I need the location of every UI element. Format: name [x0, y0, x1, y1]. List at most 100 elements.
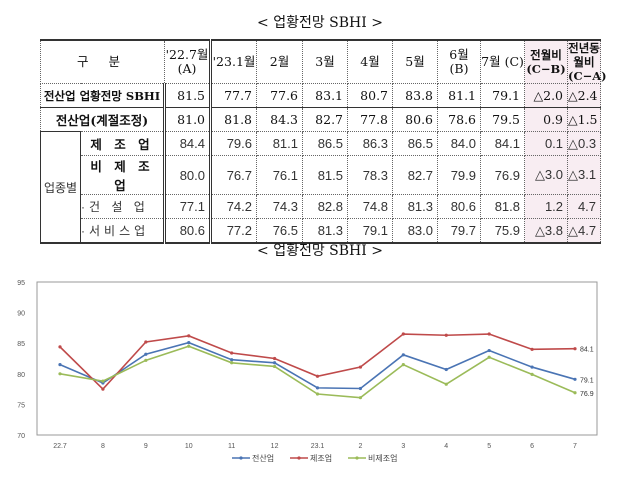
cell-value: △0.3 — [567, 131, 602, 156]
data-point — [573, 391, 577, 395]
row-label: ·서비스업 — [79, 218, 167, 244]
cell-value: 76.1 — [256, 155, 304, 195]
data-point — [101, 387, 105, 391]
y-tick-label: 80 — [17, 372, 25, 379]
cell-value: 81.1 — [256, 131, 304, 156]
cell-value: 0.1 — [524, 131, 569, 156]
data-point — [315, 386, 320, 390]
cell-value: 86.5 — [302, 131, 349, 156]
data-point — [573, 347, 577, 351]
x-tick-label: 4 — [444, 443, 448, 450]
cell-value: △2.4 — [567, 83, 602, 108]
column-header: 3월 — [302, 39, 349, 84]
cell-value: 80.7 — [347, 83, 394, 108]
x-tick-label: 9 — [144, 443, 148, 450]
cell-value: 79.5 — [480, 107, 526, 132]
header-category: 구 분 — [39, 39, 166, 84]
cell-value: △3.1 — [567, 155, 602, 195]
cell-value: 81.1 — [437, 83, 482, 108]
data-point — [187, 334, 191, 338]
cell-value: 86.3 — [347, 131, 394, 156]
y-tick-label: 70 — [17, 433, 25, 440]
cell-value: 1.2 — [524, 194, 569, 219]
cell-value: 84.1 — [480, 131, 526, 156]
y-tick-label: 90 — [17, 311, 25, 318]
cell-value: △3.8 — [524, 218, 569, 244]
y-tick-label: 75 — [17, 402, 25, 409]
cell-value: △2.0 — [524, 83, 569, 108]
data-point — [230, 358, 234, 362]
row-label: ·건 설 업 — [79, 194, 167, 219]
plot-area — [36, 281, 598, 436]
cell-value: 79.1 — [480, 83, 526, 108]
cell-value: 74.3 — [256, 194, 304, 219]
series-line-0 — [59, 341, 576, 390]
cell-value: 81.5 — [164, 83, 212, 108]
data-point — [58, 345, 62, 349]
cell-value: 76.7 — [209, 155, 258, 195]
data-point — [401, 353, 405, 357]
row-label: 비 제 조 업 — [79, 155, 167, 195]
data-point — [358, 386, 363, 391]
data-point — [187, 344, 191, 348]
cell-value: 74.8 — [347, 194, 394, 219]
cell-value: 81.3 — [392, 194, 439, 219]
x-tick-label: 11 — [228, 443, 235, 450]
sbhi-line-chart: 70 75 80 85 90 95 22.7 8 9 10 11 12 23.1 2 3 4 5 6 7 79.1 전산… — [17, 280, 598, 463]
data-point — [58, 363, 62, 367]
column-header: 5월 — [392, 39, 439, 84]
legend-marker — [355, 456, 359, 460]
x-tick-label: 10 — [185, 443, 193, 450]
cell-value: 4.7 — [567, 194, 602, 219]
data-point — [358, 365, 363, 369]
table-row: ·서비스업 80.6 77.2 76.5 81.3 79.1 83.0 79.7 75.9 △3.… — [41, 218, 602, 244]
x-tick-label: 3 — [401, 443, 405, 450]
data-point — [444, 333, 448, 337]
chart-title: < 업황전망 SBHI > — [257, 243, 383, 259]
data-point — [315, 374, 320, 378]
cell-value: 81.8 — [480, 194, 526, 219]
end-label: 76.9 — [580, 391, 594, 398]
data-point — [230, 351, 234, 355]
column-header: 7월 (C) — [480, 39, 526, 84]
column-header: '23.1월 — [209, 39, 258, 84]
data-point — [144, 358, 148, 362]
data-point — [530, 372, 534, 377]
cell-value: 78.3 — [347, 155, 394, 195]
legend-label: 제조업 — [310, 454, 332, 463]
cell-value: 80.6 — [437, 194, 482, 219]
data-point — [573, 377, 577, 381]
data-point — [315, 392, 320, 396]
column-header: 전년동월비 (C−A) — [567, 39, 607, 84]
cell-value: △4.7 — [567, 218, 602, 244]
table-row: 업종별 제 조 업 84.4 79.6 81.1 86.5 86.3 86.5 84.0 84.1… — [40, 131, 602, 243]
x-tick-label: 2 — [358, 443, 362, 450]
data-point — [444, 367, 448, 372]
cell-value: 0.9 — [524, 107, 569, 132]
cell-value: 83.1 — [302, 83, 349, 108]
cell-value: 82.7 — [302, 107, 349, 132]
column-header: 전월비 (C−B) — [524, 39, 569, 84]
data-point — [444, 382, 448, 386]
cell-value: 84.4 — [164, 131, 212, 156]
legend-label: 비제조업 — [368, 454, 397, 463]
x-tick-label: 12 — [271, 443, 279, 450]
data-point — [487, 348, 491, 353]
cell-value: 82.8 — [302, 194, 349, 219]
data-point — [272, 356, 277, 361]
y-tick-label: 85 — [17, 341, 25, 348]
column-header: 6월 (B) — [437, 39, 482, 84]
x-tick-label: 7 — [573, 443, 577, 450]
data-point — [272, 364, 277, 369]
data-point — [401, 332, 405, 336]
legend-marker — [239, 456, 243, 460]
cell-value: 81.5 — [302, 155, 349, 195]
y-tick-label: 95 — [17, 280, 25, 287]
cell-value: 80.6 — [164, 218, 212, 244]
cell-value: 81.8 — [209, 107, 258, 132]
column-header: 2월 — [256, 39, 304, 84]
row-label: 전산업 업황전망 SBHI — [39, 83, 167, 108]
cell-value: 83.8 — [392, 83, 439, 108]
data-point — [101, 379, 105, 383]
cell-value: △3.0 — [524, 155, 569, 195]
